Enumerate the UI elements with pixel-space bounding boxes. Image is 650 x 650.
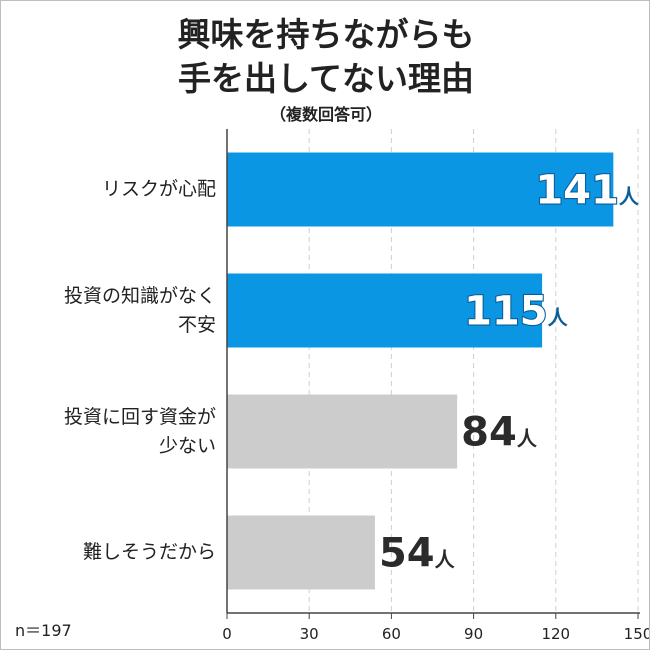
bar-value-unit: 人 [517, 427, 538, 451]
bar [227, 273, 543, 348]
bar-value-number: 115 [464, 289, 547, 335]
category-label-line: 不安 [177, 313, 216, 336]
bar [227, 515, 375, 590]
bar [227, 152, 614, 227]
category-label-line: 投資の知識がなく [63, 284, 216, 307]
bar [227, 394, 458, 469]
x-tick-label: 0 [222, 625, 232, 643]
x-tick-label: 120 [541, 625, 570, 643]
bar-value-number: 54 [379, 531, 435, 577]
category-label-line: 投資に回す資金が [63, 405, 216, 428]
bar-value-unit: 人 [619, 185, 640, 209]
chart-title-line-2: 手を出してない理由 [177, 59, 474, 98]
chart-title-line-1: 興味を持ちながらも [177, 15, 475, 54]
category-label: 投資に回す資金が少ない [64, 403, 216, 461]
bar-value-label: 141人 [535, 168, 640, 214]
bar-value-label: 54人 [379, 531, 456, 577]
bar-value-unit: 人 [435, 548, 456, 572]
category-label-line: 難しそうだから [82, 541, 216, 563]
bar-value-number: 141 [535, 168, 619, 214]
x-tick-label: 60 [382, 625, 401, 643]
category-label: リスクが心配 [102, 175, 216, 204]
x-tick-label: 30 [300, 625, 319, 643]
category-label: 難しそうだから [83, 538, 216, 567]
category-label: 投資の知識がなく不安 [64, 282, 216, 340]
category-label-line: 少ない [158, 434, 216, 457]
bar-value-number: 84 [461, 410, 517, 456]
bar-value-unit: 人 [548, 306, 569, 330]
sample-size-label: n＝197 [15, 621, 72, 640]
category-label-line: リスクが心配 [101, 178, 216, 200]
bar-value-label: 115人 [464, 289, 568, 335]
chart-subtitle: （複数回答可） [269, 105, 382, 124]
x-tick-label: 150 [624, 625, 649, 643]
bar-value-label: 84人 [461, 410, 538, 456]
x-tick-label: 90 [464, 625, 483, 643]
